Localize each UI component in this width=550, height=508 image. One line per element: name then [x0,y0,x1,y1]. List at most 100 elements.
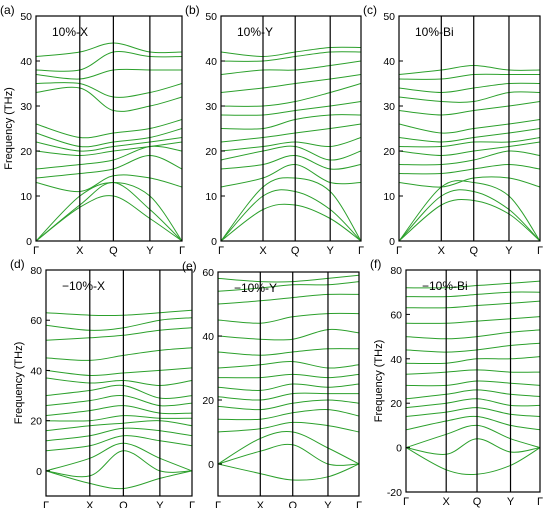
band-line [46,347,192,361]
band-line [218,383,359,391]
panel-e: 0 20 40 60 Γ X Q Y Γ (e) −10%-Y [182,259,362,508]
panel-e-title: −10%-Y [234,281,277,295]
x-tick-label: Y [156,500,164,508]
band-line [218,421,359,433]
panel-c-title: 10%-Bi [415,25,454,39]
band-line [221,123,361,143]
y-tick-label: -20 [387,487,402,499]
panel-e-letter: (e) [182,259,197,273]
panel-a-letter: (a) [0,3,15,17]
x-tick-label: Γ [358,245,364,257]
y-tick-label: 0 [396,443,402,455]
band-line [406,329,540,340]
y-tick-label: 80 [30,265,42,277]
band-line [36,181,182,241]
panel-f-title: −10%-Bi [422,279,468,293]
band-line [46,450,192,478]
panel-b-letter: (b) [185,3,200,17]
x-tick-label: Γ [179,245,185,257]
band-line [46,442,192,472]
band-line [399,73,540,80]
plot-frame [405,269,541,493]
band-line [399,150,540,166]
panel-b-title: 10%-Y [237,25,273,39]
band-line [218,463,359,481]
y-tick-label: 0 [26,236,32,248]
band-line [218,373,359,379]
band-line [406,356,540,365]
x-tick-label: X [438,245,446,257]
band-line [221,203,361,241]
band-line [406,316,540,324]
y-tick-label: 60 [30,315,42,327]
x-tick-label: Q [119,500,128,508]
band-line [46,415,192,422]
band-line [218,392,359,401]
band-line [221,177,361,241]
band-line [221,163,361,188]
band-line [406,389,540,400]
band-line [218,348,359,356]
x-tick-label: X [259,245,267,257]
x-tick-label: Y [505,245,513,257]
band-line [46,309,192,316]
y-tick-label: 20 [202,395,214,407]
y-tick-label: 50 [383,11,395,23]
band-line [406,424,540,449]
y-tick-label: 50 [20,11,32,23]
band-line [218,443,359,466]
y-tick-label: 50 [205,11,217,23]
panel-a-title: 10%-X [52,25,88,39]
y-tick-label: 40 [202,331,214,343]
plot-frame [45,269,193,497]
y-axis-label: Frequency (THz) [3,87,15,170]
bands-d [46,309,192,490]
x-tick-label: Γ [537,245,543,257]
x-tick-label: Q [109,245,118,257]
band-line [406,300,540,309]
y-tick-label: 20 [390,398,402,410]
band-line [399,82,540,94]
bands-e [218,274,359,481]
bands-c [399,64,540,241]
y-tick-label: 60 [202,267,214,279]
x-tick-label: Γ [189,500,195,508]
band-line [218,328,359,341]
band-line [221,154,361,170]
x-tick-label: X [86,500,94,508]
y-tick-label: 10 [383,191,395,203]
band-line [406,380,540,387]
panel-c: 0 10 20 30 40 50 Γ X Q Y Γ (c) 10%-Bi [363,3,543,257]
band-line [36,141,182,157]
panel-c-letter: (c) [363,3,377,17]
x-tick-label: Γ [396,245,402,257]
x-tick-label: Γ [43,500,49,508]
y-tick-label: 30 [20,101,32,113]
band-line [221,83,361,107]
band-line [406,398,540,409]
band-line [46,470,192,490]
band-line [399,163,540,175]
band-line [406,415,540,431]
plot-frame [220,15,362,242]
band-line [399,198,540,241]
y-tick-label: 0 [36,466,42,478]
y-tick-label: 0 [389,236,395,248]
panel-d: 0 20 40 60 80 Γ X Q Y Γ Frequency (THz) (d) −10%-X [10,257,195,508]
x-tick-label: X [443,496,451,508]
panel-a: 0 10 20 30 40 50 Γ X Q Y Γ Frequency (THz) (a) 10%-X [0,3,185,257]
y-tick-label: 60 [390,309,402,321]
plot-frame [217,271,360,497]
x-tick-label: Q [288,500,297,508]
bands-b [221,46,361,241]
band-line [46,394,192,407]
x-tick-label: X [76,245,84,257]
x-tick-label: Y [327,245,335,257]
panel-f: -20 0 20 40 60 80 Γ X Q Y Γ Frequency (THz) (f) −10%-… [370,257,543,508]
x-tick-label: Y [146,245,154,257]
y-tick-label: 0 [208,459,214,471]
band-line [399,128,540,143]
x-tick-label: Γ [403,496,409,508]
band-line [46,427,192,442]
